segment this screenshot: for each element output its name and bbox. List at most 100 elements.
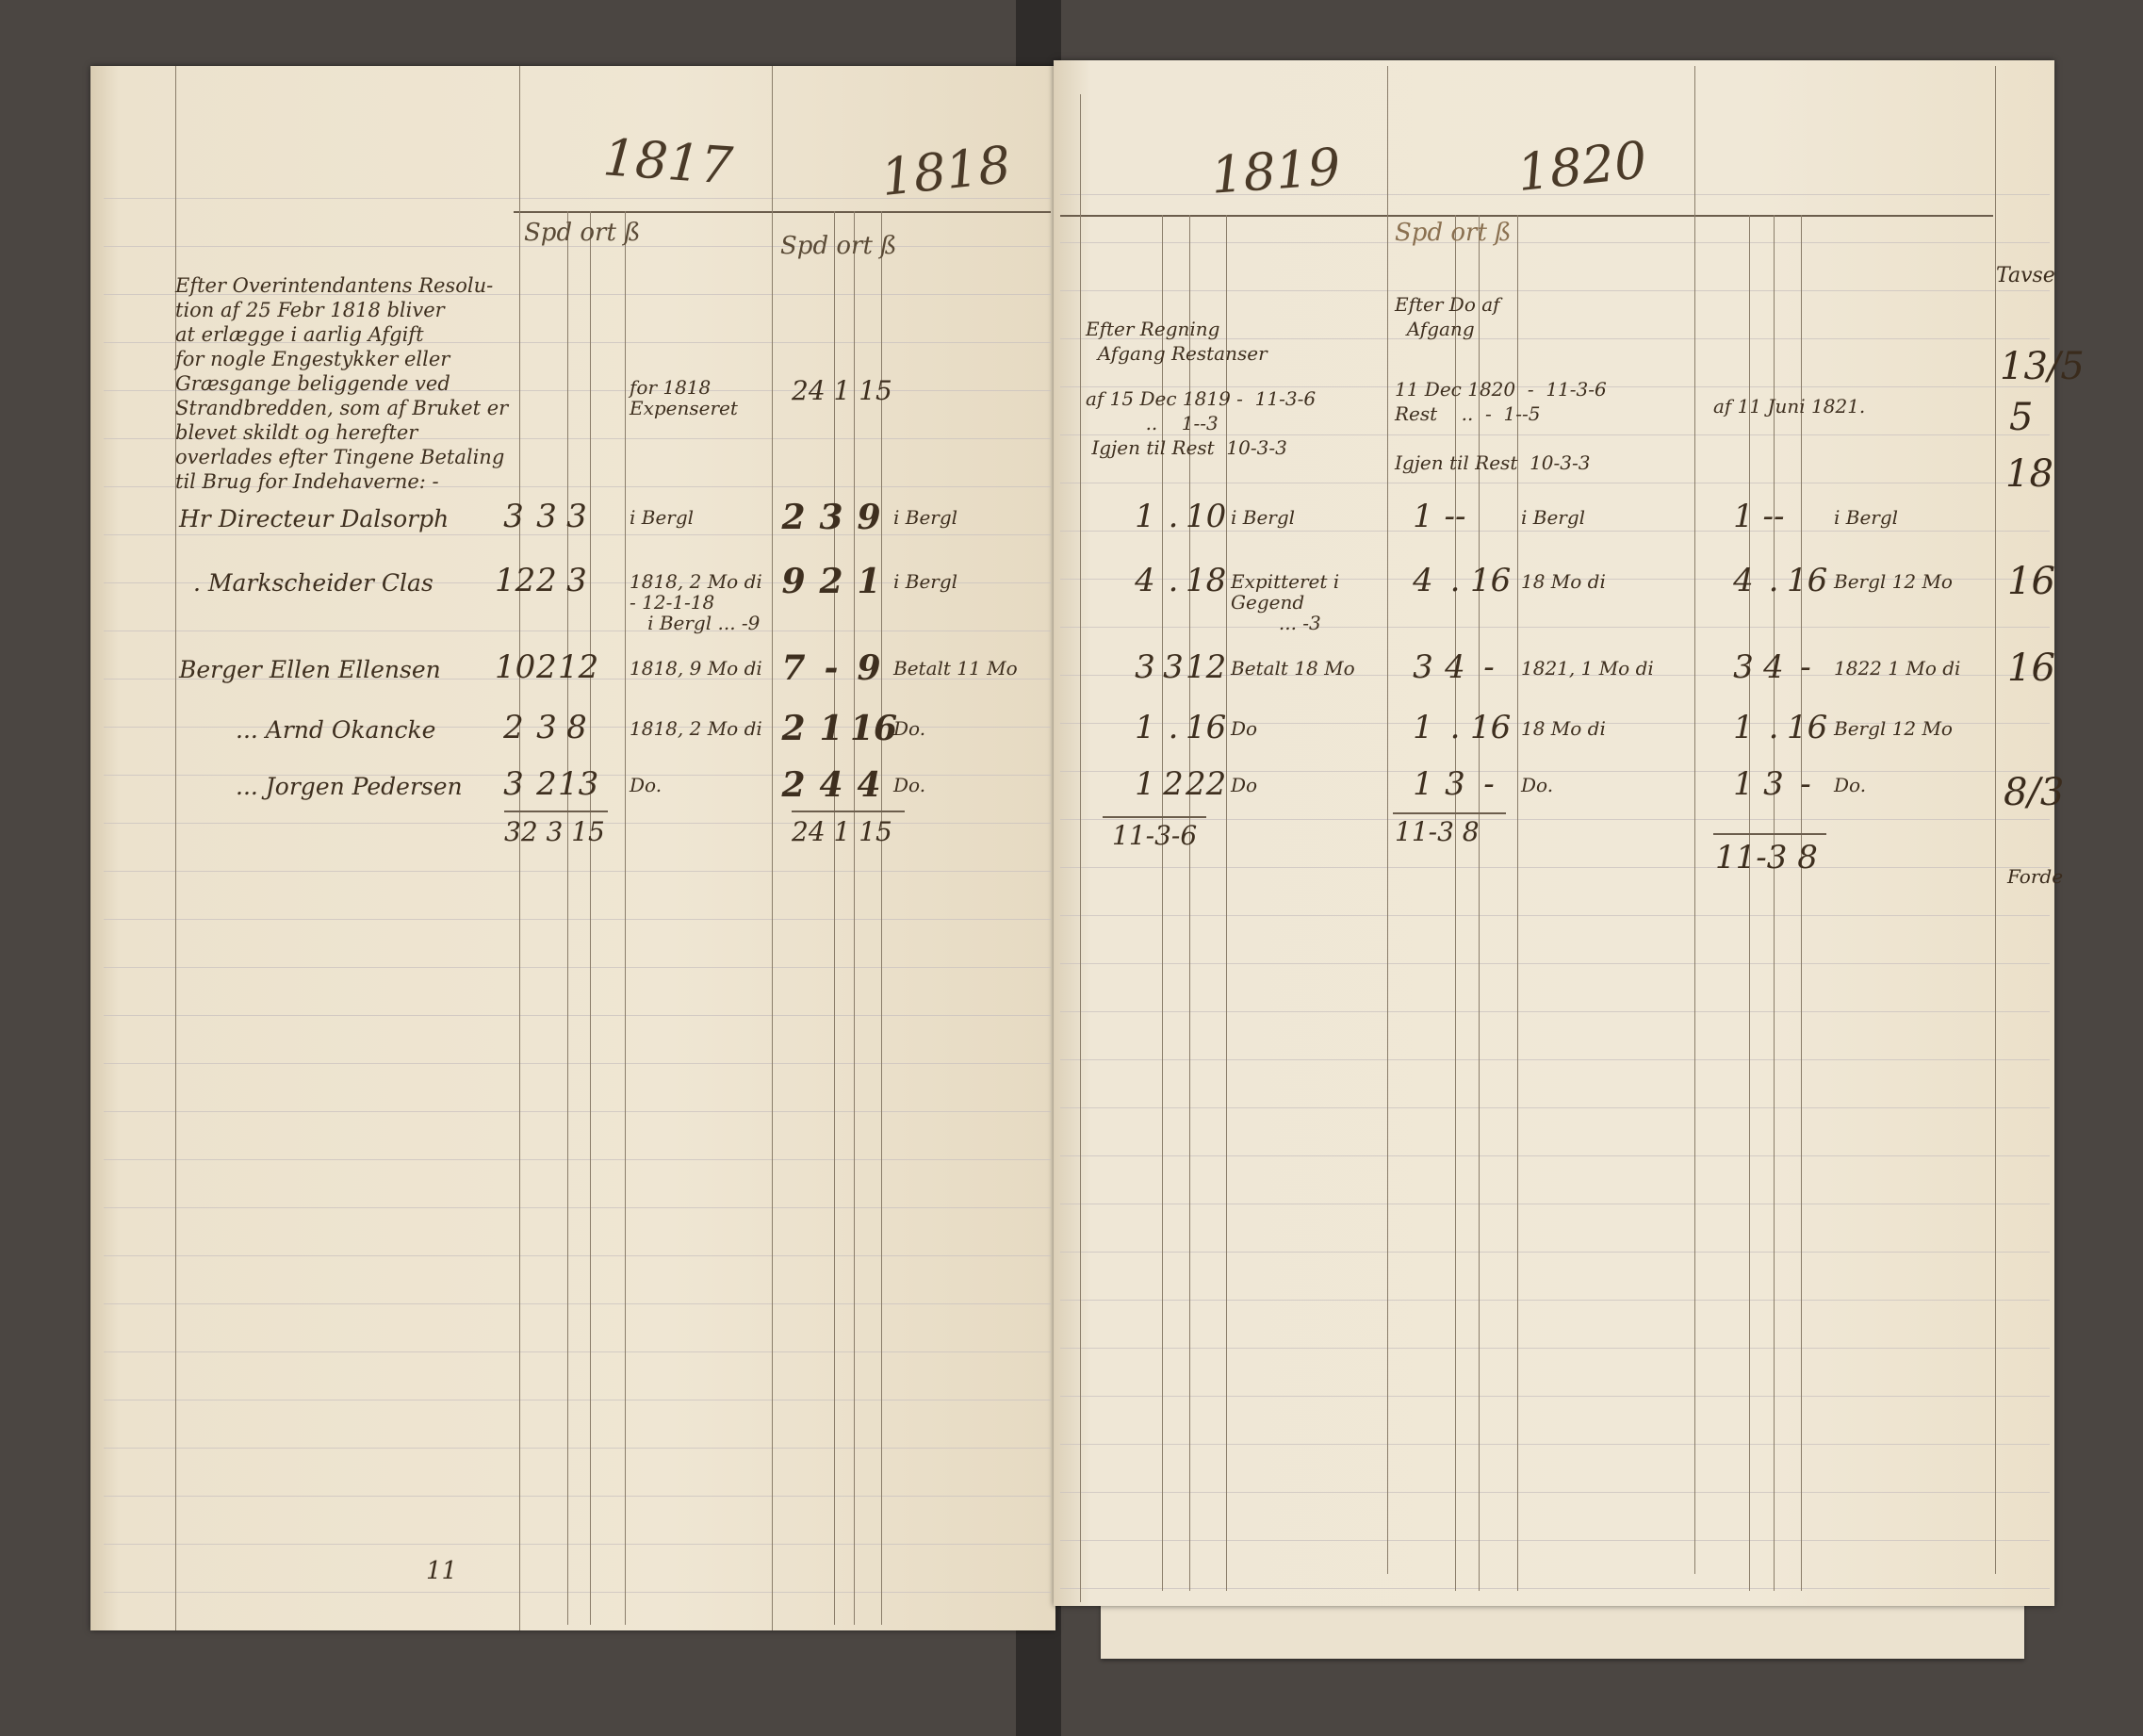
amount-1817-skilling: 3 <box>566 498 587 535</box>
ruled-line <box>104 1207 1051 1209</box>
ruled-line <box>1060 531 2050 532</box>
ruled-line <box>104 1111 1051 1113</box>
amount-1817-spd: 2 <box>503 709 524 746</box>
amount-1819-ort: . <box>1168 498 1179 535</box>
remark-1817: 1818, 9 Mo di <box>630 657 762 680</box>
ruled-line <box>104 486 1051 488</box>
row-name: ... Jorgen Pedersen <box>236 773 463 800</box>
amount-1819-skilling: 22 <box>1186 765 1227 803</box>
remark-1821: i Bergl <box>1834 506 1899 529</box>
ruled-line <box>1060 1059 2050 1061</box>
ruled-line <box>104 198 1051 200</box>
remark-1817: 1818, 2 Mo di <box>630 717 762 740</box>
amount-1821-ort: 3 <box>1763 765 1784 803</box>
amount-1821-skilling: 16 <box>1787 562 1828 599</box>
ruled-line <box>1060 1348 2050 1350</box>
column-rule <box>1801 215 1803 1591</box>
ruled-line <box>104 1063 1051 1065</box>
column-rule <box>1189 215 1191 1591</box>
column-rule <box>590 211 592 1625</box>
amount-1817-skilling: 12 <box>558 648 599 686</box>
ruled-line <box>1060 915 2050 917</box>
remark-1821: Do. <box>1834 774 1867 796</box>
ruled-line <box>1060 1396 2050 1398</box>
ruled-line <box>1060 1300 2050 1302</box>
ruled-line <box>1060 1540 2050 1542</box>
column-rule <box>567 211 569 1625</box>
amount-1817-spd: 3 <box>503 498 524 535</box>
ruled-line <box>104 1255 1051 1257</box>
column-rule <box>1749 215 1751 1591</box>
remark-1819: Do <box>1231 774 1258 796</box>
note-1821-date: af 11 Juni 1821. <box>1713 395 1866 418</box>
margin-note-1: 13/5 <box>2000 345 2085 388</box>
ruled-line <box>1060 1107 2050 1109</box>
total-1818: 24 1 15 <box>792 816 892 847</box>
total-rule <box>1103 816 1206 818</box>
ruled-line <box>104 871 1051 873</box>
amount-1817-skilling: 8 <box>566 709 587 746</box>
ruled-line <box>1060 434 2050 436</box>
amount-1818-spd: 2 <box>781 765 806 805</box>
left-page <box>90 66 1055 1630</box>
amount-1819-skilling: 18 <box>1186 562 1227 599</box>
amount-1817-ort: 2 <box>536 765 557 803</box>
amount-1820-spd: 3 <box>1413 648 1433 686</box>
note-1819-settlement: af 15 Dec 1819 - 11-3-6 .. 1--3 Igjen ti… <box>1086 387 1317 459</box>
amount-1817-ort: 3 <box>536 709 557 746</box>
amount-1818-skilling: 16 <box>850 709 898 748</box>
ruled-line <box>1060 867 2050 869</box>
remark-1818: i Bergl <box>893 506 958 529</box>
remark-1818: i Bergl <box>893 570 958 593</box>
amount-1818-skilling: 9 <box>857 648 881 688</box>
column-rule <box>834 211 836 1625</box>
amount-1818-ort: 2 <box>819 562 843 601</box>
margin-note-6: 8/3 <box>2004 771 2065 814</box>
amount-1818-spd: 2 <box>781 709 806 748</box>
amount-1821-skilling: - <box>1800 765 1811 803</box>
ruled-line <box>104 1159 1051 1161</box>
ruled-line <box>104 727 1051 729</box>
ruled-line <box>104 1448 1051 1449</box>
remark-1818: Do. <box>893 774 926 796</box>
amount-1819-ort: 2 <box>1163 765 1184 803</box>
ruled-line <box>104 1015 1051 1017</box>
ruled-line <box>104 919 1051 921</box>
total-rule <box>1393 812 1506 814</box>
stray-mark: 11 <box>426 1557 458 1585</box>
remark-1819: Expitteret i Gegend ... -3 <box>1231 570 1340 634</box>
ruled-line <box>1060 194 2050 196</box>
column-rule <box>1080 94 1082 1602</box>
remark-1820: 18 Mo di <box>1521 717 1606 740</box>
remark-1818: Do. <box>893 717 926 740</box>
ruled-line <box>104 246 1051 248</box>
remark-1821: 1822 1 Mo di <box>1834 657 1961 680</box>
total-rule <box>504 811 608 812</box>
right-page <box>1054 60 2054 1606</box>
amount-1819-spd: 3 <box>1135 648 1155 686</box>
amount-1817-skilling: 3 <box>566 562 587 599</box>
ruled-line <box>1060 1252 2050 1253</box>
ruled-line <box>1060 1444 2050 1446</box>
note-1818-carry: for 1818 Expenseret <box>630 376 738 419</box>
amount-1817-ort: 3 <box>536 498 557 535</box>
amount-1819-spd: 1 <box>1135 765 1155 803</box>
amount-1819-skilling: 16 <box>1186 709 1227 746</box>
column-rule <box>1517 215 1519 1591</box>
ruled-line <box>104 1592 1051 1594</box>
ruled-line <box>1060 963 2050 965</box>
amount-1821-skilling: - <box>1800 648 1811 686</box>
amount-1818-ort: 4 <box>819 765 843 805</box>
amount-1819-spd: 1 <box>1135 498 1155 535</box>
ruled-line <box>104 967 1051 969</box>
column-rule <box>854 211 856 1625</box>
margin-note-4: 16 <box>2007 560 2055 603</box>
amount-1820-skilling: 16 <box>1470 562 1512 599</box>
ruled-line <box>1060 1492 2050 1494</box>
remark-1820: i Bergl <box>1521 506 1586 529</box>
amount-1818-skilling: 4 <box>857 765 881 805</box>
amount-1818-ort: - <box>824 648 839 688</box>
amount-1821-spd: 1 <box>1733 498 1754 535</box>
row-name: . Markscheider Clas <box>193 569 434 597</box>
column-header-1818: Spd ort ß <box>780 232 897 260</box>
